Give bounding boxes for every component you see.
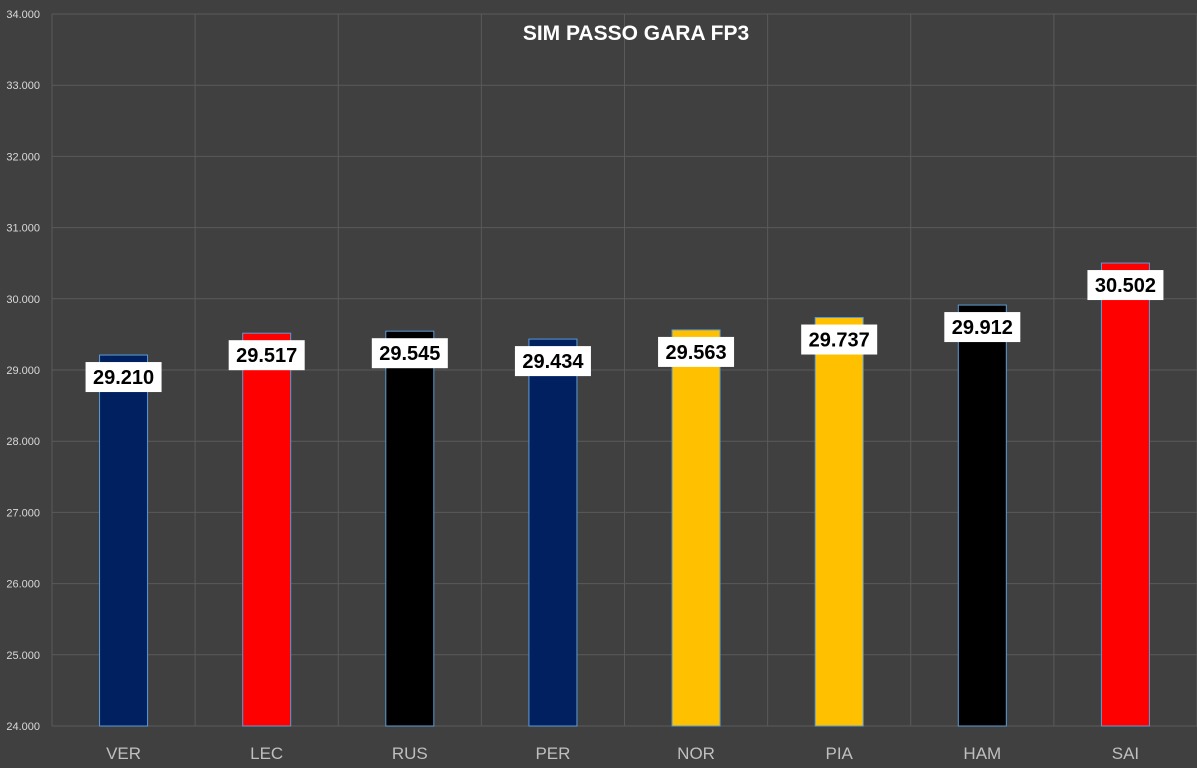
bar-lec: [242, 332, 292, 727]
chart-title: SIM PASSO GARA FP3: [523, 22, 749, 45]
data-label-rus: 29.545: [379, 343, 440, 365]
bar-ver: [99, 354, 149, 727]
y-tick-label: 31.000: [6, 223, 40, 235]
y-tick-label: 33.000: [6, 80, 40, 92]
y-tick-label: 27.000: [6, 507, 40, 519]
data-label-box: [801, 324, 878, 355]
bar-sai: [1100, 262, 1150, 727]
bar-ham: [957, 304, 1007, 727]
data-label-ham: 29.912: [952, 317, 1013, 339]
x-tick-ham: HAM: [963, 744, 1001, 763]
bars: [99, 262, 1150, 727]
x-tick-per: PER: [535, 744, 570, 763]
data-label-box: [228, 340, 305, 371]
data-label-box: [1087, 270, 1164, 301]
y-tick-label: 30.000: [6, 294, 40, 306]
data-label-sai: 30.502: [1095, 275, 1156, 297]
x-tick-rus: RUS: [392, 744, 428, 763]
x-tick-lec: LEC: [250, 744, 283, 763]
data-label-lec: 29.517: [236, 345, 297, 367]
data-label-box: [514, 346, 591, 377]
y-tick-label: 28.000: [6, 436, 40, 448]
data-label-box: [658, 336, 735, 367]
x-tick-sai: SAI: [1112, 744, 1139, 763]
data-label-nor: 29.563: [665, 342, 726, 364]
x-tick-nor: NOR: [677, 744, 715, 763]
y-tick-label: 34.000: [6, 9, 40, 21]
data-label-pia: 29.737: [809, 330, 870, 352]
y-tick-label: 29.000: [6, 365, 40, 377]
x-tick-ver: VER: [106, 744, 141, 763]
x-tick-pia: PIA: [825, 744, 853, 763]
data-labels: 29.210 29.517 29.545 29.434 29.563 29.737 29.9…: [85, 270, 1164, 393]
data-label-box: [371, 338, 448, 369]
bar-pia: [814, 317, 864, 727]
y-tick-label: 24.000: [6, 721, 40, 733]
gridlines: [51, 13, 1197, 727]
bar-per: [528, 338, 578, 727]
y-axis-ticks: 24.000 25.000 26.000 27.000 28.000 29.000 30.0…: [6, 9, 40, 733]
y-tick-label: 32.000: [6, 151, 40, 163]
bar-rus: [385, 330, 435, 727]
bar-nor: [671, 329, 721, 727]
data-label-ver: 29.210: [93, 367, 154, 389]
y-tick-label: 25.000: [6, 650, 40, 662]
y-tick-label: 26.000: [6, 579, 40, 591]
data-label-box: [944, 312, 1021, 343]
data-label-per: 29.434: [522, 351, 584, 373]
data-label-box: [85, 362, 162, 393]
x-axis-ticks: VER LEC RUS PER NOR PIA HAM SAI: [106, 744, 1139, 763]
